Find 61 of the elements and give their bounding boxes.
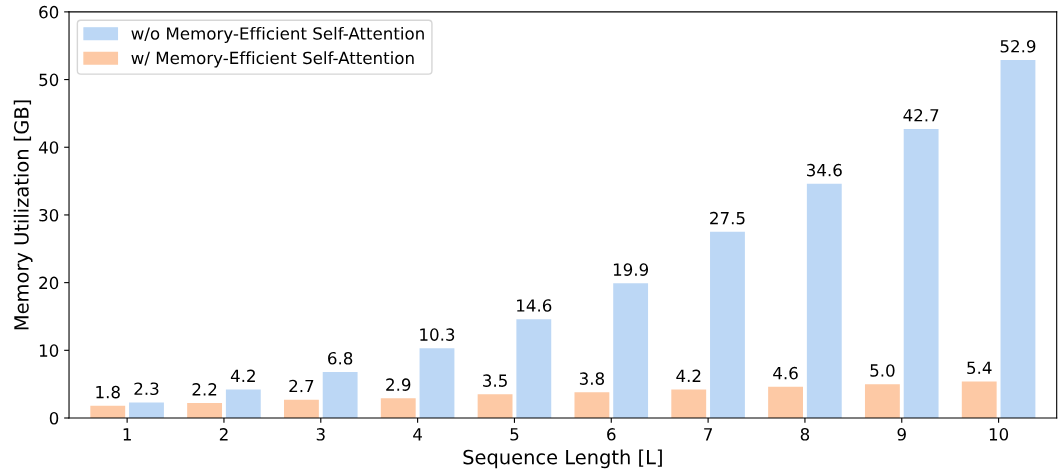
x-tick-label: 7 bbox=[704, 428, 712, 441]
bar bbox=[864, 384, 900, 418]
bar bbox=[225, 389, 261, 418]
bar bbox=[129, 402, 164, 418]
data-label: 42.7 bbox=[903, 108, 939, 122]
y-tick-label: 40 bbox=[38, 141, 59, 154]
data-label: 5.0 bbox=[870, 364, 895, 377]
y-tick-label: 30 bbox=[39, 208, 59, 222]
y-tick-label: 20 bbox=[39, 276, 59, 290]
data-label: 4.6 bbox=[773, 366, 798, 380]
y-tick-label: 10 bbox=[39, 344, 59, 357]
data-label: 2.7 bbox=[289, 379, 314, 393]
data-label: 10.3 bbox=[420, 328, 455, 341]
data-label: 27.5 bbox=[710, 211, 745, 225]
y-tick-label: 50 bbox=[39, 73, 59, 87]
data-label: 1.8 bbox=[96, 385, 120, 399]
bar bbox=[574, 392, 610, 418]
data-label: 3.5 bbox=[483, 374, 507, 387]
y-axis-title: Memory Utilization [GB] bbox=[13, 100, 33, 330]
data-label: 34.6 bbox=[807, 163, 842, 177]
data-label: 14.6 bbox=[517, 299, 552, 312]
data-label: 3.8 bbox=[579, 372, 605, 385]
bar bbox=[961, 381, 997, 418]
legend-label: w/ Memory-Efficient Self-Attention bbox=[131, 51, 414, 68]
data-label: 4.2 bbox=[676, 369, 701, 382]
x-axis-title: Sequence Length [L] bbox=[463, 449, 662, 469]
data-label: 4.2 bbox=[230, 369, 255, 382]
x-tick-label: 8 bbox=[800, 428, 810, 441]
bar bbox=[419, 348, 455, 418]
bar bbox=[516, 319, 552, 418]
bar bbox=[710, 231, 745, 418]
bar bbox=[1000, 59, 1036, 418]
bar bbox=[806, 183, 842, 418]
x-tick-label: 6 bbox=[607, 428, 616, 441]
x-tick-label: 4 bbox=[413, 428, 422, 441]
x-tick-label: 9 bbox=[897, 428, 906, 441]
bar bbox=[671, 389, 707, 418]
bar bbox=[768, 386, 803, 418]
bar bbox=[380, 398, 416, 418]
x-tick-label: 2 bbox=[219, 428, 228, 441]
legend-label: w/o Memory-Efficient Self-Attention bbox=[131, 26, 424, 44]
x-tick-label: 10 bbox=[989, 428, 1009, 441]
data-label: 5.4 bbox=[967, 361, 992, 375]
x-tick-label: 1 bbox=[123, 428, 131, 441]
data-label: 19.9 bbox=[613, 263, 649, 276]
data-label: 6.8 bbox=[328, 351, 353, 365]
bar bbox=[613, 283, 649, 418]
bar bbox=[903, 128, 939, 418]
bar bbox=[283, 399, 319, 418]
bar bbox=[90, 405, 126, 418]
data-label: 2.9 bbox=[386, 378, 411, 391]
data-label: 2.3 bbox=[134, 382, 159, 396]
y-tick-label: 0 bbox=[49, 411, 59, 425]
data-label: 2.2 bbox=[192, 383, 217, 396]
x-tick-label: 5 bbox=[510, 428, 519, 441]
bar bbox=[477, 394, 513, 418]
y-tick-label: 60 bbox=[39, 5, 59, 19]
bar bbox=[322, 371, 358, 418]
data-label: 52.9 bbox=[1000, 39, 1036, 53]
bar bbox=[187, 403, 223, 418]
x-tick-label: 3 bbox=[316, 428, 325, 441]
